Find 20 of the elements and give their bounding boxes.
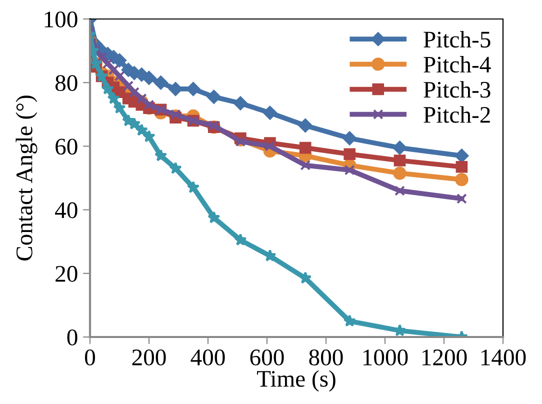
x-tick-label: 200: [132, 349, 166, 366]
x-tick-label: 800: [309, 349, 343, 366]
y-axis-title: Contact Angle (°): [16, 96, 38, 260]
x-tick-label: 600: [250, 349, 284, 366]
y-tick-label: 40: [55, 202, 78, 218]
x-tick-label: 1000: [363, 349, 408, 366]
legend-label: Pitch-2: [424, 106, 490, 123]
y-tick-label: 100: [44, 11, 78, 28]
legend-label: Pitch-3: [424, 81, 490, 98]
x-tick-label: 1400: [481, 349, 526, 366]
x-tick-label: 400: [190, 349, 225, 366]
y-tick-label: 80: [55, 75, 78, 92]
y-tick-label: 60: [56, 138, 78, 155]
y-tick-label: 0: [67, 329, 78, 346]
x-tick-label: 1200: [422, 349, 467, 366]
legend-label: Pitch-4: [424, 56, 491, 73]
x-axis-title: Time (s): [257, 370, 336, 392]
x-tick-label: 0: [84, 349, 96, 366]
y-tick-label: 20: [56, 266, 78, 282]
legend-label: Pitch-5: [424, 30, 490, 48]
